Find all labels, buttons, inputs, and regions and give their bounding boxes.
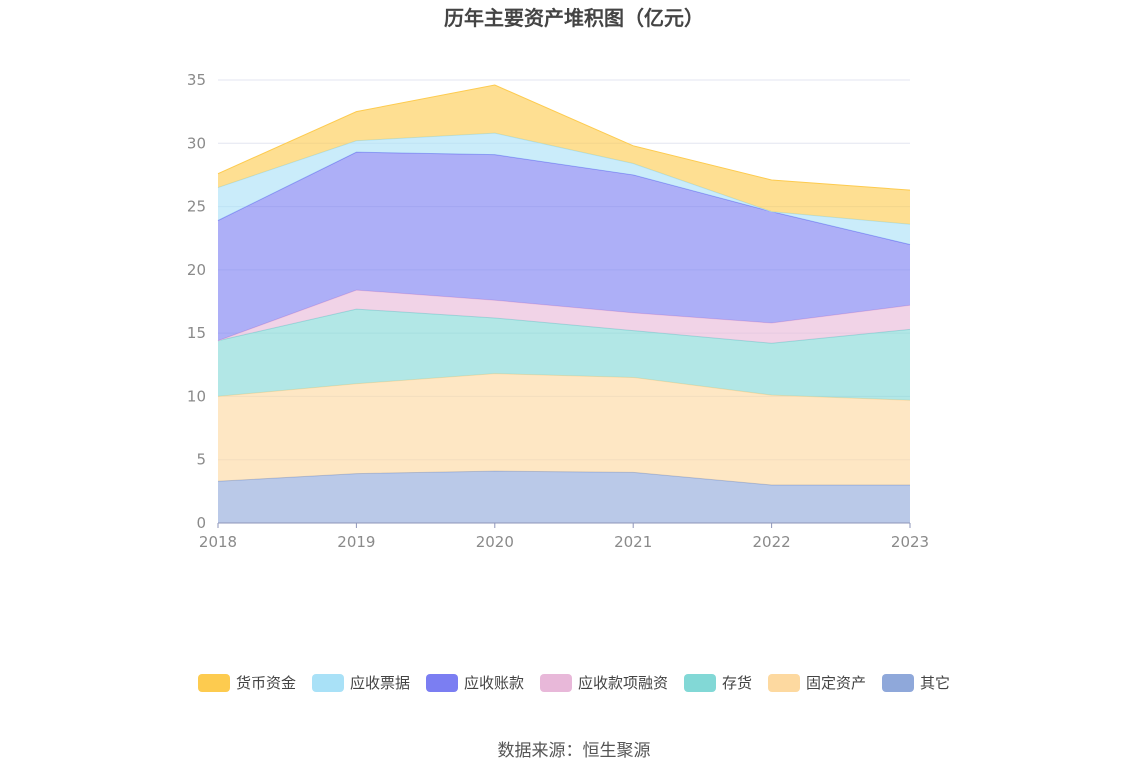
legend-swatch (197, 673, 230, 692)
legend-item[interactable]: 其它 (882, 672, 950, 693)
x-tick-label: 2020 (476, 533, 514, 551)
y-tick-label: 30 (187, 134, 206, 152)
x-tick-label: 2022 (753, 533, 791, 551)
x-tick-label: 2018 (199, 533, 237, 551)
area-存货 (218, 309, 910, 401)
legend-swatch (882, 673, 915, 692)
legend-item[interactable]: 货币资金 (197, 672, 296, 693)
x-tick-label: 2019 (337, 533, 375, 551)
y-tick-label: 25 (187, 198, 206, 216)
legend-swatch (768, 673, 801, 692)
legend-label: 应收账款 (463, 674, 524, 692)
legend-item[interactable]: 应收账款 (425, 672, 524, 693)
legend-swatch (539, 673, 572, 692)
y-tick-label: 10 (187, 387, 206, 405)
legend-item[interactable]: 应收款项融资 (539, 672, 668, 693)
legend-item[interactable]: 应收票据 (311, 672, 410, 693)
y-tick-label: 15 (187, 324, 206, 342)
legend-label: 存货 (722, 674, 753, 692)
legend-label: 其它 (920, 674, 951, 692)
area-应收款项融资 (218, 290, 910, 344)
axes: 0 5 10 15 20 25 30 35 2018 2019 2020 2021 2022 2023 (187, 71, 929, 551)
chart-legend: 货币资金 应收票据 应收账款 应收款项融资 存货 固定资产 其它 (0, 672, 1148, 693)
data-source: 数据来源：恒生聚源 (497, 741, 651, 761)
y-tick-label: 5 (196, 451, 206, 469)
legend-label: 应收款项融资 (577, 674, 668, 692)
y-tick-label: 0 (196, 514, 206, 532)
stacked-area-chart: 0 5 10 15 20 25 30 35 2018 2019 2020 2021 2022 2023 (187, 71, 929, 551)
area-固定资产 (218, 373, 910, 486)
y-tick-label: 20 (187, 261, 206, 279)
legend-label: 固定资产 (806, 674, 867, 692)
legend-item[interactable]: 固定资产 (768, 672, 866, 693)
legend-item[interactable]: 存货 (684, 672, 752, 693)
legend-swatch (311, 673, 344, 692)
x-tick-label: 2023 (891, 533, 929, 551)
area-其它 (218, 471, 910, 523)
x-tick-label: 2021 (614, 533, 652, 551)
area-line-固定资产 (217, 373, 911, 401)
legend-swatch (684, 673, 716, 692)
area-line-货币资金 (217, 84, 911, 191)
legend-label: 应收票据 (349, 674, 410, 692)
legend-swatch (425, 673, 458, 692)
area-应收账款 (218, 152, 910, 341)
y-tick-label: 35 (187, 71, 206, 89)
area-货币资金 (218, 85, 910, 225)
chart-title: 历年主要资产堆积图（亿元） (444, 6, 704, 30)
legend-label: 货币资金 (235, 674, 296, 692)
area-series (217, 84, 911, 523)
area-应收票据 (218, 133, 910, 245)
